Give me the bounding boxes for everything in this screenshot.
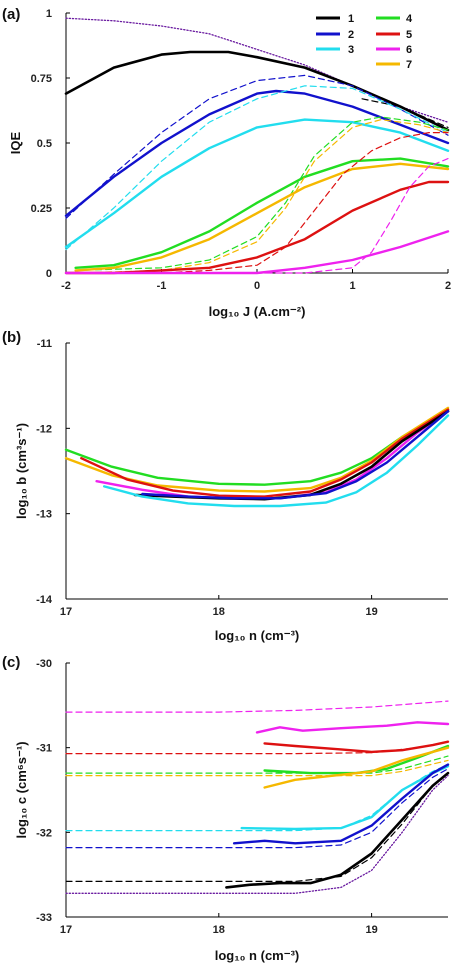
y-tick-label: -11 xyxy=(37,338,52,350)
x-tick-label: 0 xyxy=(254,280,260,292)
panel-b-plot: 17 18 19 -11 -12 -13 -14 log₁₀ n (cm⁻³) log₁₀ b … xyxy=(14,338,450,643)
legend-entry-1: 1 xyxy=(348,13,354,25)
panel-c: (c) 17 18 19 -30 -31 -32 -33 log₁₀ n (cm⁻³) log₁… xyxy=(2,654,450,963)
series-1-solid-line xyxy=(133,409,450,501)
series-3-dashed-line xyxy=(65,763,449,832)
y-tick-label: 0.75 xyxy=(31,73,52,85)
x-tick-label: 19 xyxy=(365,924,377,936)
series-3-solid-line xyxy=(240,765,450,831)
y-tick-label: -30 xyxy=(36,658,52,670)
series-7-solid-line xyxy=(263,746,450,789)
series-7-dashed-line xyxy=(74,118,449,274)
y-tick-label: -14 xyxy=(36,594,53,606)
y-tick-label: 1 xyxy=(46,8,52,20)
x-axis-label: log₁₀ J (A.cm⁻²) xyxy=(209,304,306,319)
series-5-solid-line xyxy=(64,180,450,275)
series-7-solid-line xyxy=(74,162,450,272)
series-4-dashed-line xyxy=(74,116,449,271)
series-4-solid-line xyxy=(74,157,450,269)
series-ref-dotted-line xyxy=(65,774,449,894)
y-tick-label: -31 xyxy=(36,743,52,755)
y-tick-label: -32 xyxy=(36,827,52,839)
series-1-solid-line xyxy=(64,50,450,132)
legend-entry-3: 3 xyxy=(348,44,354,56)
y-tick-label: -12 xyxy=(36,423,52,435)
x-tick-label: 2 xyxy=(445,280,451,292)
legend-entry-5: 5 xyxy=(406,29,412,41)
y-tick-label: 0.5 xyxy=(37,138,52,150)
series-2-solid-line xyxy=(64,89,450,218)
x-tick-label: -2 xyxy=(61,280,71,292)
legend-entry-6: 6 xyxy=(406,44,412,56)
y-axis-label: log₁₀ b (cm³s⁻¹) xyxy=(14,423,29,519)
series-5-solid-line xyxy=(80,408,450,498)
series-1-dashed-line xyxy=(361,98,449,129)
series-3-dashed-line xyxy=(65,85,449,251)
series-ref-dotted-line xyxy=(65,17,449,123)
series-2-solid-line xyxy=(232,763,450,845)
series-6-solid-line xyxy=(255,721,450,734)
y-axis-label: log₁₀ c (cm⁶s⁻¹) xyxy=(14,741,29,838)
x-tick-label: 17 xyxy=(60,606,72,618)
series-3-solid-line xyxy=(64,118,450,249)
legend-entry-2: 2 xyxy=(348,29,354,41)
panel-a-legend: 1 2 3 4 5 6 7 xyxy=(316,13,413,71)
series-5-dashed-line xyxy=(65,132,449,274)
x-axis-label: log₁₀ n (cm⁻³) xyxy=(215,948,300,963)
panel-c-plot: 17 18 19 -30 -31 -32 -33 log₁₀ n (cm⁻³) log₁₀ c … xyxy=(14,658,450,963)
panel-b-label: (b) xyxy=(2,329,21,346)
series-2-solid-line xyxy=(141,410,450,500)
series-3-solid-line xyxy=(102,414,450,508)
x-tick-label: -1 xyxy=(157,280,167,292)
series-7-dashed-line xyxy=(65,759,449,777)
series-6-dashed-line xyxy=(65,158,449,274)
y-tick-label: 0 xyxy=(46,268,52,280)
y-axis-label: IQE xyxy=(8,131,23,154)
series-6-dashed-line xyxy=(65,700,449,713)
x-tick-label: 18 xyxy=(213,924,225,936)
series-2-dashed-line xyxy=(65,74,449,219)
panel-c-label: (c) xyxy=(2,654,20,671)
series-1-solid-line xyxy=(225,771,450,889)
series-5-solid-line xyxy=(263,740,450,754)
series-4-dashed-line xyxy=(65,755,449,774)
x-tick-label: 17 xyxy=(60,924,72,936)
panel-a: (a) -2 -1 0 1 2 0 0.25 0.5 0.75 1 log₁₀ J (A.cm⁻²)… xyxy=(2,6,451,319)
x-tick-label: 18 xyxy=(213,606,225,618)
y-tick-label: -33 xyxy=(36,912,52,924)
legend-entry-7: 7 xyxy=(406,59,412,71)
x-tick-label: 19 xyxy=(365,606,377,618)
y-tick-label: 0.25 xyxy=(31,203,52,215)
legend-entry-4: 4 xyxy=(406,13,413,25)
x-tick-label: 1 xyxy=(349,280,355,292)
x-axis-label: log₁₀ n (cm⁻³) xyxy=(215,628,300,643)
panel-a-label: (a) xyxy=(2,6,20,23)
series-2-dashed-line xyxy=(65,768,449,849)
panel-b: (b) 17 18 19 -11 -12 -13 -14 log₁₀ n (cm⁻³) log₁… xyxy=(2,329,450,643)
y-tick-label: -13 xyxy=(36,509,52,521)
panel-a-plot: -2 -1 0 1 2 0 0.25 0.5 0.75 1 log₁₀ J (A.cm⁻²) IQE xyxy=(8,8,451,319)
